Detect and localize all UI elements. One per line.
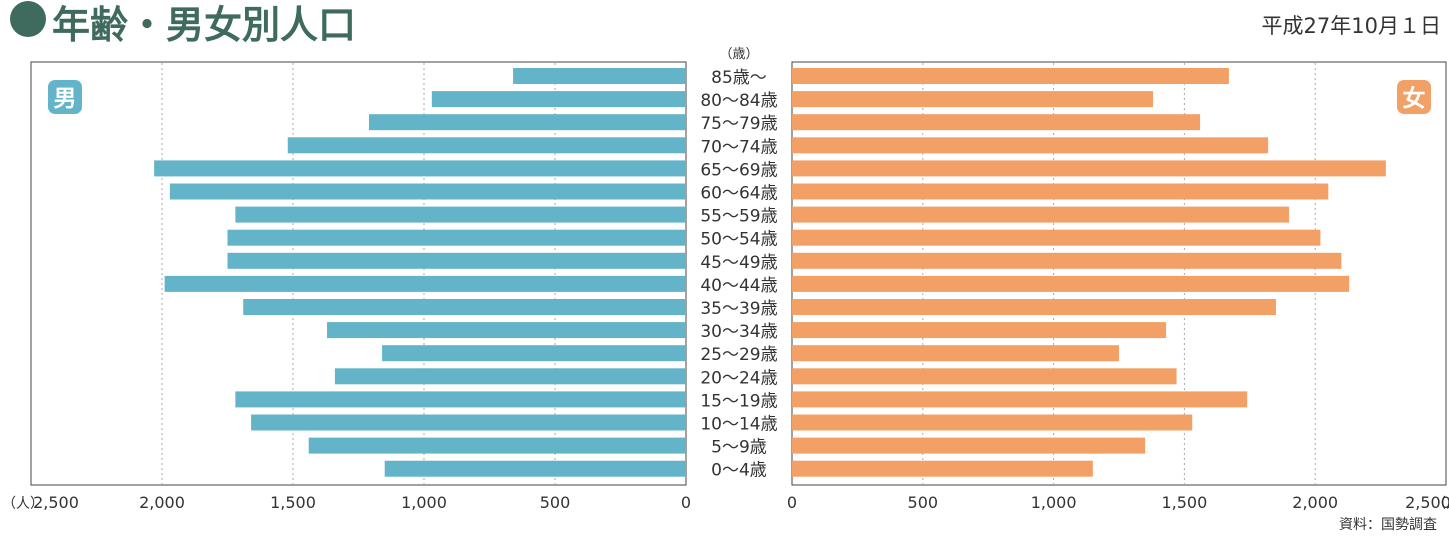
age-unit-label: （歳） — [719, 47, 758, 62]
female-bar — [792, 275, 1350, 292]
male-badge — [48, 80, 82, 114]
male-bar — [382, 345, 686, 362]
page-title: 年齢・男女別人口 — [52, 3, 357, 47]
female-bar — [792, 114, 1201, 131]
age-label: 70〜74歳 — [700, 137, 777, 157]
female-bar — [792, 206, 1290, 223]
male-bar — [235, 391, 687, 408]
female-bar — [792, 322, 1167, 339]
male-bar — [431, 91, 686, 108]
female-bar — [792, 391, 1248, 408]
age-label: 35〜39歳 — [700, 299, 777, 319]
male-bar — [235, 206, 687, 223]
age-label: 30〜34歳 — [700, 322, 777, 342]
male-bar — [513, 68, 686, 84]
age-label: 50〜54歳 — [700, 230, 777, 250]
female-panel-frame — [791, 61, 1447, 486]
female-bar — [792, 137, 1269, 154]
age-label: 0〜4歳 — [711, 461, 767, 481]
female-bar — [792, 160, 1386, 177]
age-label: 40〜44歳 — [700, 276, 777, 296]
female-bar — [792, 368, 1177, 385]
female-bar — [792, 460, 1093, 477]
male-tick-label: 0 — [681, 493, 691, 512]
date-label: 平成27年10月１日 — [1261, 14, 1441, 38]
female-tick-label: 0 — [787, 493, 797, 512]
age-label: 15〜19歳 — [700, 391, 777, 411]
female-bar — [792, 68, 1229, 84]
title-row: 年齢・男女別人口 平成27年10月１日 — [0, 0, 1449, 47]
age-label: 25〜29歳 — [700, 345, 777, 365]
age-label: 85歳〜 — [711, 68, 767, 88]
male-bar — [154, 160, 686, 177]
age-label: 80〜84歳 — [700, 91, 777, 111]
male-bar — [334, 368, 686, 385]
female-tick-label: 1,000 — [1031, 493, 1077, 512]
age-label: 75〜79歳 — [700, 114, 777, 134]
male-badge-label: 男 — [54, 86, 77, 112]
female-tick-label: 2,500 — [1405, 493, 1449, 512]
age-label: 5〜9歳 — [711, 438, 767, 458]
female-badge — [1397, 80, 1431, 114]
male-bar — [164, 275, 686, 292]
female-bar — [792, 299, 1276, 315]
male-tick-label: 1,500 — [270, 493, 316, 512]
female-bar — [792, 437, 1146, 454]
male-tick-label: 500 — [540, 493, 571, 512]
male-bar — [368, 114, 686, 131]
male-bar — [308, 437, 686, 454]
female-bar — [792, 183, 1329, 200]
age-label: 65〜69歳 — [700, 160, 777, 180]
female-bar — [792, 91, 1154, 108]
female-tick-label: 1,500 — [1161, 493, 1207, 512]
male-bar — [327, 322, 686, 339]
male-panel-frame — [30, 61, 687, 486]
male-bar — [227, 252, 686, 269]
female-tick-label: 500 — [908, 493, 939, 512]
source-note: 資料：国勢調査 — [1339, 517, 1437, 533]
male-bar — [251, 414, 686, 431]
male-tick-label: 1,000 — [401, 493, 447, 512]
male-unit-label: （人） — [2, 496, 44, 512]
age-label: 20〜24歳 — [700, 368, 777, 388]
male-tick-label: 2,500 — [33, 493, 79, 512]
age-label: 10〜14歳 — [700, 415, 777, 435]
female-bar — [792, 414, 1193, 431]
male-bar — [169, 183, 687, 200]
male-bar — [287, 137, 686, 154]
female-bar — [792, 229, 1321, 246]
female-bar — [792, 345, 1119, 362]
age-label: 55〜59歳 — [700, 207, 777, 227]
age-label: 60〜64歳 — [700, 184, 777, 204]
female-tick-label: 2,000 — [1292, 493, 1338, 512]
female-unit-label: （人） — [1432, 496, 1449, 512]
male-bar — [384, 460, 686, 477]
female-bar — [792, 252, 1342, 269]
male-bar — [227, 229, 686, 246]
title-bullet-icon — [10, 1, 46, 37]
female-badge-label: 女 — [1403, 85, 1426, 112]
age-label: 45〜49歳 — [700, 253, 777, 273]
male-bar — [243, 299, 686, 315]
male-tick-label: 2,000 — [139, 493, 185, 512]
